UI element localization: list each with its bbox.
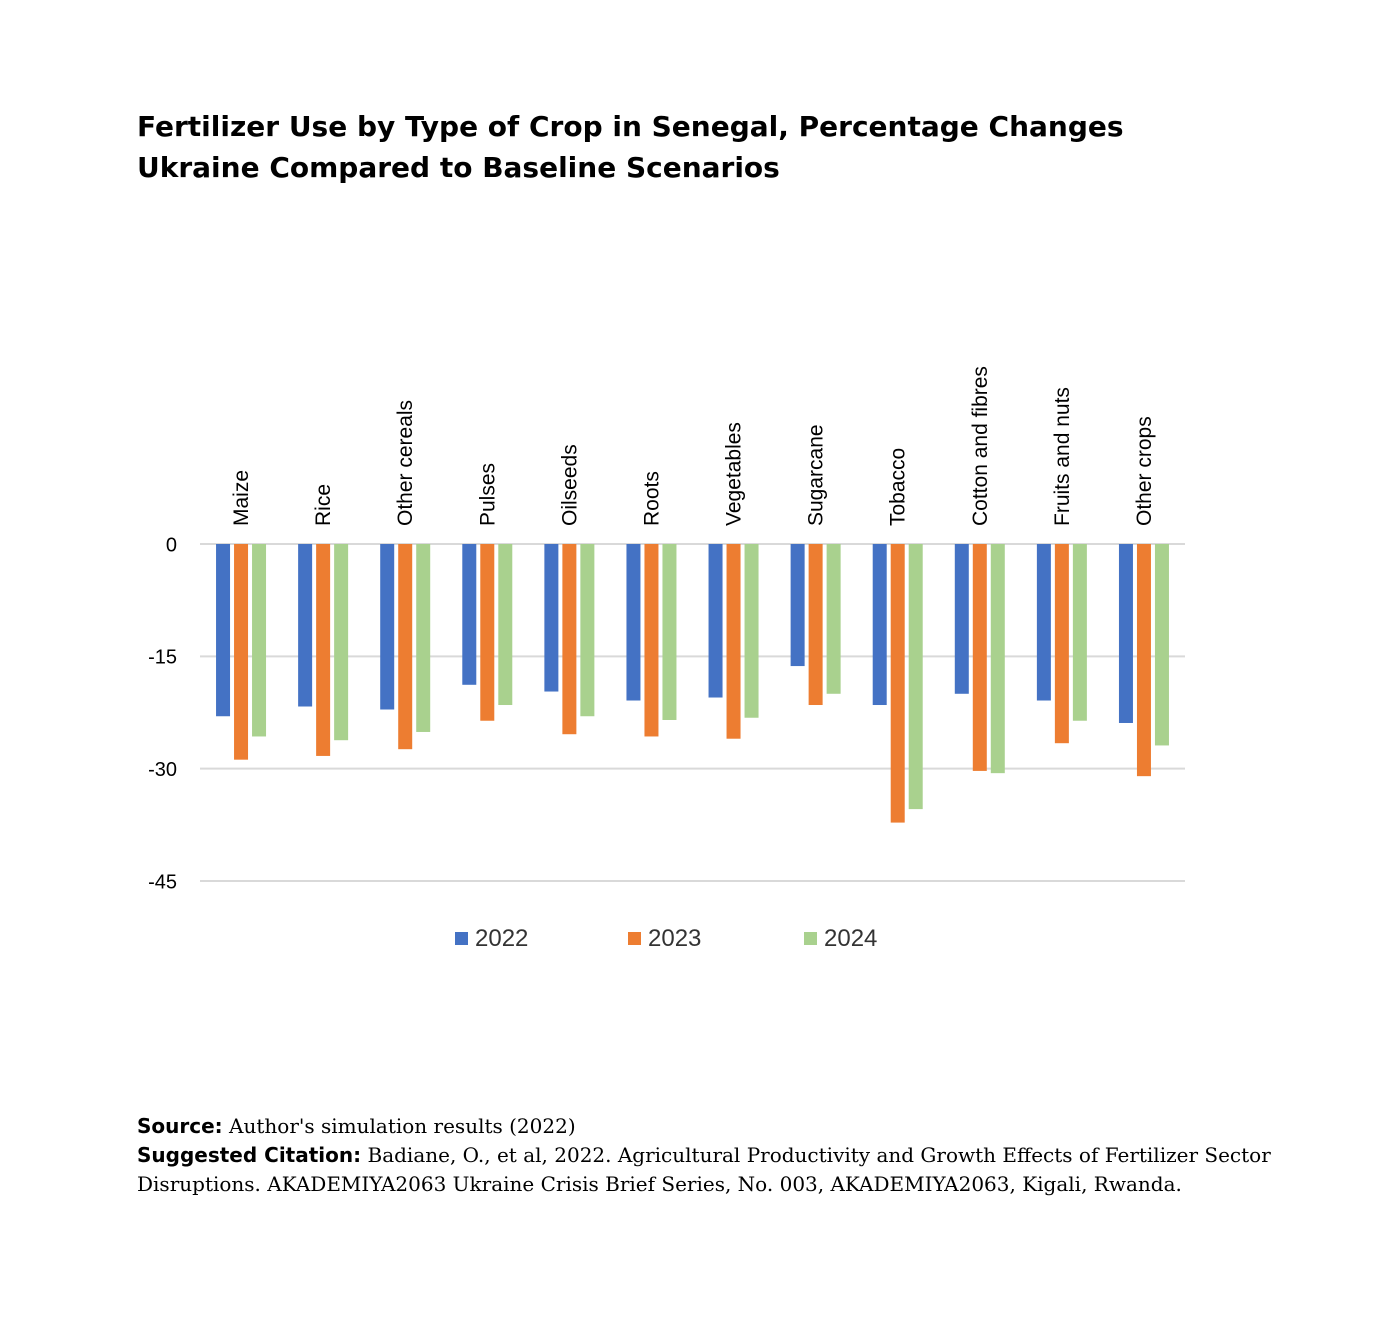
bars: [216, 544, 1169, 823]
category-label: Rice: [312, 484, 335, 526]
bar-2023-sugarcane: [808, 544, 823, 706]
citation-note: Suggested Citation: Badiane, O., et al, …: [137, 1141, 1317, 1199]
bar-2023-other-crops: [1136, 544, 1151, 777]
citation-text: Badiane, O., et al, 2022. Agricultural P…: [137, 1143, 1271, 1196]
bar-2024-other-crops: [1154, 544, 1169, 746]
y-tick-label: -30: [148, 759, 177, 781]
category-labels: Maize Rice Other cereals Pulses Oilseeds Root…: [230, 366, 1156, 526]
y-axis-tick-labels: 0 -15 -30 -45: [148, 534, 177, 893]
bar-2024-maize: [252, 544, 267, 737]
bar-2022-sugarcane: [790, 544, 805, 667]
category-label: Maize: [230, 470, 253, 526]
source-label: Source:: [137, 1114, 223, 1138]
chart-title: Fertilizer Use by Type of Crop in Senega…: [137, 106, 1287, 188]
bar-2022-tobacco: [872, 544, 887, 706]
bar-2024-sugarcane: [826, 544, 841, 694]
category-label: Pulses: [476, 463, 499, 526]
bar-2023-pulses: [480, 544, 495, 721]
legend-item-2022: 2022: [455, 925, 528, 952]
bar-2024-other-cereals: [416, 544, 431, 732]
chart-title-line-2: Ukraine Compared to Baseline Scenarios: [137, 151, 780, 184]
category-label: Vegetables: [723, 422, 746, 526]
category-label: Oilseeds: [558, 444, 581, 526]
bar-2023-maize: [234, 544, 249, 760]
bar-2024-pulses: [498, 544, 513, 706]
bar-2023-cotton-and-fibres: [972, 544, 987, 771]
bar-2023-vegetables: [726, 544, 741, 739]
category-label: Fruits and nuts: [1051, 387, 1074, 526]
category-label: Other crops: [1133, 416, 1156, 526]
source-text: Author's simulation results (2022): [229, 1114, 576, 1138]
legend: 2022 2023 2024: [455, 925, 877, 952]
category-label: Cotton and fibres: [969, 366, 992, 526]
bar-2022-vegetables: [708, 544, 723, 698]
legend-label: 2022: [475, 925, 528, 952]
category-label: Sugarcane: [805, 424, 828, 526]
bar-chart: 0 -15 -30 -45 Maize Rice Other cereals Pulses O…: [148, 366, 1185, 952]
bar-2022-other-crops: [1118, 544, 1133, 723]
bar-2023-tobacco: [890, 544, 905, 823]
legend-swatch: [455, 932, 468, 945]
bar-2024-cotton-and-fibres: [990, 544, 1005, 774]
legend-swatch: [804, 932, 817, 945]
bar-2023-oilseeds: [562, 544, 577, 735]
gridlines: [200, 543, 1185, 882]
y-tick-label: -45: [148, 871, 177, 893]
bar-2023-roots: [644, 544, 659, 737]
legend-item-2023: 2023: [628, 925, 701, 952]
bar-2022-oilseeds: [544, 544, 559, 692]
bar-2022-other-cereals: [380, 544, 395, 710]
citation-label: Suggested Citation:: [137, 1143, 362, 1167]
bar-2024-tobacco: [908, 544, 923, 810]
bar-2022-rice: [298, 544, 313, 707]
legend-swatch: [628, 932, 641, 945]
category-label: Other cereals: [394, 400, 417, 526]
y-tick-label: -15: [148, 647, 177, 669]
category-label: Tobacco: [887, 448, 910, 526]
bar-2022-pulses: [462, 544, 477, 685]
bar-2024-oilseeds: [580, 544, 595, 717]
legend-label: 2024: [824, 925, 877, 952]
bar-2024-roots: [662, 544, 677, 720]
bar-2023-rice: [316, 544, 331, 756]
bar-2024-vegetables: [744, 544, 759, 718]
bar-2022-fruits-and-nuts: [1036, 544, 1051, 701]
bar-2022-cotton-and-fibres: [954, 544, 969, 694]
bar-2024-fruits-and-nuts: [1072, 544, 1087, 721]
chart-notes: Source: Author's simulation results (202…: [137, 1112, 1317, 1199]
category-label: Roots: [640, 471, 663, 526]
source-note: Source: Author's simulation results (202…: [137, 1112, 1317, 1141]
bar-2023-other-cereals: [398, 544, 413, 750]
legend-label: 2023: [648, 925, 701, 952]
bar-2024-rice: [334, 544, 349, 741]
chart-title-line-1: Fertilizer Use by Type of Crop in Senega…: [137, 110, 1124, 143]
bar-2022-roots: [626, 544, 641, 701]
bar-2023-fruits-and-nuts: [1054, 544, 1069, 744]
y-tick-label: 0: [166, 534, 177, 556]
legend-item-2024: 2024: [804, 925, 877, 952]
bar-2022-maize: [216, 544, 231, 717]
